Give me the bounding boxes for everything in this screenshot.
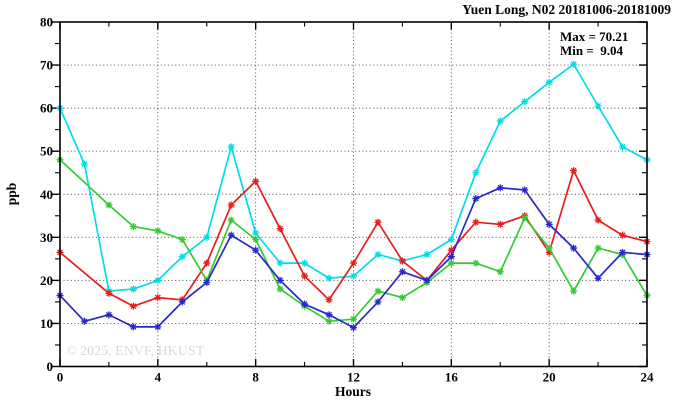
- watermark: © 2025, ENVF, HKUST: [66, 344, 205, 359]
- y-tick-label: 70: [40, 58, 53, 73]
- series-red-line: [59, 168, 648, 308]
- plot-frame: [59, 21, 648, 368]
- series-green-line: [59, 159, 648, 323]
- y-tick-label: 50: [40, 144, 53, 159]
- x-tick-label: 24: [641, 370, 655, 385]
- y-tick-label: 20: [40, 273, 53, 288]
- x-tick-label: 4: [155, 370, 162, 385]
- x-tick-label: 12: [347, 370, 360, 385]
- chart-title: Yuen Long, N02 20181006-20181009: [462, 2, 671, 17]
- y-tick-label: 0: [47, 359, 54, 374]
- y-tick-label: 80: [40, 15, 53, 30]
- y-tick-label: 10: [40, 316, 53, 331]
- y-tick-label: 30: [40, 230, 53, 245]
- x-tick-label: 20: [543, 370, 556, 385]
- x-tick-label: 0: [57, 370, 64, 385]
- min-annotation: Min = 9.04: [560, 43, 624, 58]
- x-axis-label: Hours: [335, 384, 371, 399]
- max-annotation: Max = 70.21: [560, 29, 628, 44]
- x-tick-label: 16: [445, 370, 459, 385]
- plot-layers: 0 10 20 30 40 50 60 70 80 0 4 8 12 16 20 24: [40, 15, 654, 385]
- y-axis-label: ppb: [4, 183, 19, 206]
- x-tick-label: 8: [252, 370, 259, 385]
- y-tick-label: 40: [40, 187, 53, 202]
- y-tick-label: 60: [40, 101, 53, 116]
